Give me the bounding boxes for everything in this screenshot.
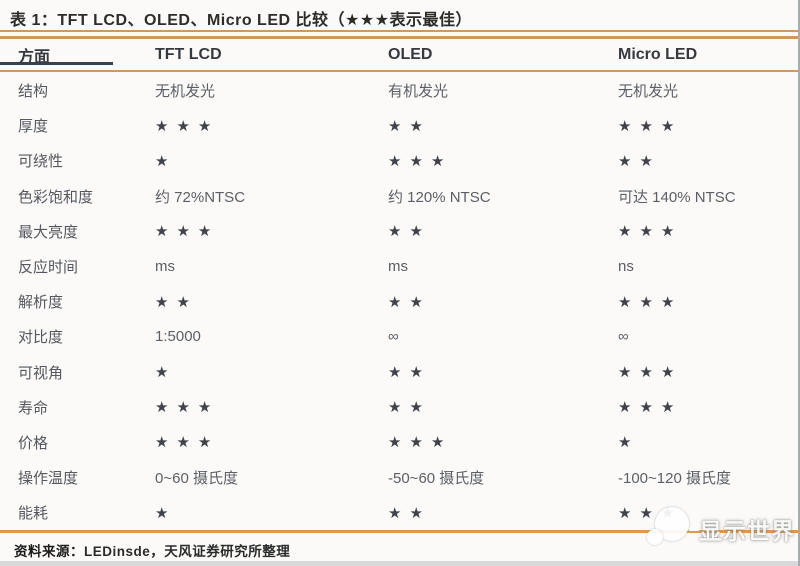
- cell-oled: ★★: [388, 293, 431, 311]
- cell-oled: ★★: [388, 223, 431, 241]
- column-header-oled: OLED: [388, 46, 433, 63]
- table-row-lifespan: 寿命 ★★★ ★★ ★★★: [0, 390, 798, 425]
- header-divider: [0, 70, 798, 72]
- cell-micro-led: ★★★: [618, 117, 683, 135]
- row-label: 最大亮度: [18, 223, 79, 241]
- watermark-text: 显示世界: [699, 518, 795, 544]
- cell-tft-lcd: ★★: [155, 293, 198, 311]
- cell-micro-led: ★★★: [618, 399, 683, 417]
- table-row-thickness: 厚度 ★★★ ★★ ★★★: [0, 108, 798, 143]
- cell-tft-lcd: ms: [155, 258, 175, 276]
- cell-tft-lcd: 无机发光: [155, 83, 216, 101]
- table-row-structure: 结构 无机发光 有机发光 无机发光: [0, 73, 798, 108]
- bottom-edge-band: [0, 561, 798, 566]
- cell-micro-led: -100~120 摄氏度: [618, 470, 731, 488]
- cell-oled: ★★★: [388, 152, 453, 170]
- cell-micro-led: ★: [618, 434, 640, 452]
- source-note: 资料来源：LEDinsde，天风证券研究所整理: [14, 540, 290, 560]
- cell-tft-lcd: ★★★: [155, 434, 220, 452]
- cell-micro-led: ★★: [618, 152, 661, 170]
- aspect-header-underline: [0, 62, 113, 65]
- title-divider-thick: [0, 36, 798, 39]
- watermark-dash: [689, 528, 699, 531]
- cell-tft-lcd: ★★★: [155, 117, 220, 135]
- cell-micro-led: 可达 140% NTSC: [618, 188, 736, 206]
- column-header-aspect: 方面: [18, 49, 51, 66]
- table-header-row: 方面 TFT LCD OLED Micro LED: [0, 41, 798, 69]
- row-label: 对比度: [18, 329, 64, 347]
- cell-micro-led: ★★★: [618, 364, 683, 382]
- cell-oled: ★★: [388, 364, 431, 382]
- row-label: 色彩饱和度: [18, 188, 94, 206]
- source-text: LEDinsde，天风证券研究所整理: [84, 544, 291, 559]
- table-body: 结构 无机发光 有机发光 无机发光 厚度 ★★★ ★★ ★★★ 可绕性 ★ ★★…: [0, 73, 798, 530]
- cell-micro-led: ★★★: [618, 223, 683, 241]
- table-row-flexibility: 可绕性 ★ ★★★ ★★: [0, 143, 798, 178]
- table-row-resolution: 解析度 ★★ ★★ ★★★: [0, 284, 798, 319]
- source-label: 资料来源：: [14, 544, 84, 559]
- row-label: 寿命: [18, 399, 49, 417]
- cell-oled: 约 120% NTSC: [388, 188, 491, 206]
- cell-oled: ★★: [388, 399, 431, 417]
- cell-oled: ★★: [388, 117, 431, 135]
- cell-tft-lcd: 0~60 摄氏度: [155, 470, 238, 488]
- cell-tft-lcd: ★★★: [155, 223, 220, 241]
- table-title: 表 1：TFT LCD、OLED、Micro LED 比较（★★★表示最佳）: [10, 12, 473, 29]
- cell-micro-led: ★★★: [618, 293, 683, 311]
- table-row-contrast: 对比度 1:5000 ∞ ∞: [0, 319, 798, 354]
- cell-tft-lcd: ★: [155, 504, 177, 522]
- row-label: 价格: [18, 434, 49, 452]
- table-row-operating-temperature: 操作温度 0~60 摄氏度 -50~60 摄氏度 -100~120 摄氏度: [0, 460, 798, 495]
- cell-oled: ∞: [388, 328, 399, 346]
- cell-tft-lcd: 约 72%NTSC: [155, 188, 246, 206]
- column-header-micro-led: Micro LED: [618, 46, 698, 63]
- cell-oled: -50~60 摄氏度: [388, 470, 485, 488]
- cell-oled: ms: [388, 258, 408, 276]
- cell-oled: ★★★: [388, 434, 453, 452]
- cell-oled: ★★: [388, 504, 431, 522]
- table-row-max-brightness: 最大亮度 ★★★ ★★ ★★★: [0, 214, 798, 249]
- row-label: 可绕性: [18, 153, 64, 171]
- row-label: 反应时间: [18, 259, 79, 277]
- table-bottom-rule: [0, 530, 798, 533]
- cell-tft-lcd: 1:5000: [155, 328, 201, 346]
- row-label: 可视角: [18, 364, 64, 382]
- table-row-viewing-angle: 可视角 ★ ★★ ★★★: [0, 355, 798, 390]
- cell-micro-led: 无机发光: [618, 83, 679, 101]
- row-label: 厚度: [18, 118, 49, 136]
- watermark-display-world: 显示世界: [645, 503, 795, 553]
- cell-tft-lcd: ★★★: [155, 399, 220, 417]
- table-row-power-consumption: 能耗 ★ ★★ ★★★: [0, 495, 798, 530]
- table-row-price: 价格 ★★★ ★★★ ★: [0, 425, 798, 460]
- table-row-response-time: 反应时间 ms ms ns: [0, 249, 798, 284]
- cell-oled: 有机发光: [388, 83, 449, 101]
- row-label: 操作温度: [18, 470, 79, 488]
- row-label: 结构: [18, 83, 49, 101]
- cell-tft-lcd: ★: [155, 152, 177, 170]
- table-row-color-saturation: 色彩饱和度 约 72%NTSC 约 120% NTSC 可达 140% NTSC: [0, 179, 798, 214]
- column-header-tft-lcd: TFT LCD: [155, 46, 222, 63]
- watermark-logo-bubble-icon: [647, 529, 663, 545]
- row-label: 解析度: [18, 294, 64, 312]
- title-divider-thin: [0, 30, 798, 32]
- cell-tft-lcd: ★: [155, 364, 177, 382]
- cell-micro-led: ∞: [618, 328, 629, 346]
- row-label: 能耗: [18, 505, 49, 523]
- cell-micro-led: ns: [618, 258, 634, 276]
